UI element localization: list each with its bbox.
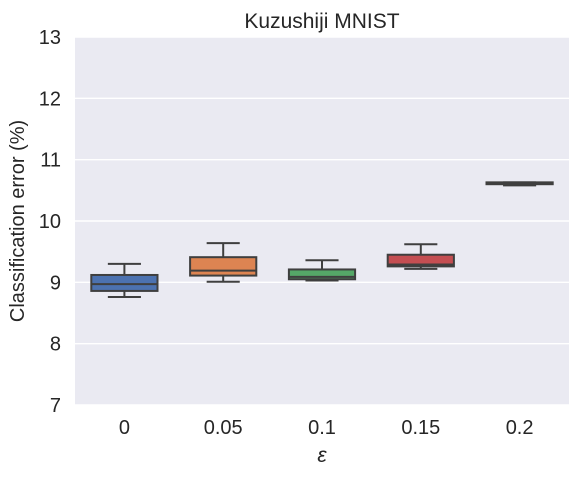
box-body xyxy=(90,273,159,292)
x-tick-label: 0.2 xyxy=(506,417,534,439)
y-tick-label: 7 xyxy=(50,395,61,417)
box-0.15 xyxy=(386,243,455,270)
x-axis-label: ε xyxy=(317,444,327,467)
boxes xyxy=(90,181,554,299)
box-0.2 xyxy=(485,181,554,187)
y-tick-label: 9 xyxy=(50,272,61,294)
y-tick-label: 13 xyxy=(39,27,61,49)
x-tick-label: 0.05 xyxy=(204,417,243,439)
y-tick-label: 8 xyxy=(50,334,61,356)
y-axis-label: Classification error (%) xyxy=(7,120,29,322)
chart-title: Kuzushiji MNIST xyxy=(244,10,399,33)
box-0.05 xyxy=(189,242,258,283)
x-tick-label: 0 xyxy=(119,417,130,439)
box-0.1 xyxy=(287,259,357,282)
y-tick-label: 11 xyxy=(40,150,61,172)
x-tick-label: 0.15 xyxy=(401,417,440,439)
y-tick-labels: 7 8 9 10 11 12 13 xyxy=(39,27,61,417)
x-tick-label: 0.1 xyxy=(308,417,336,439)
box-body xyxy=(386,253,455,268)
y-tick-label: 12 xyxy=(39,88,61,110)
y-tick-label: 10 xyxy=(39,211,61,233)
box-body xyxy=(189,256,258,277)
box-0 xyxy=(90,262,159,299)
x-tick-labels: 0 0.05 0.1 0.15 0.2 xyxy=(119,417,534,439)
box-body xyxy=(287,268,357,281)
